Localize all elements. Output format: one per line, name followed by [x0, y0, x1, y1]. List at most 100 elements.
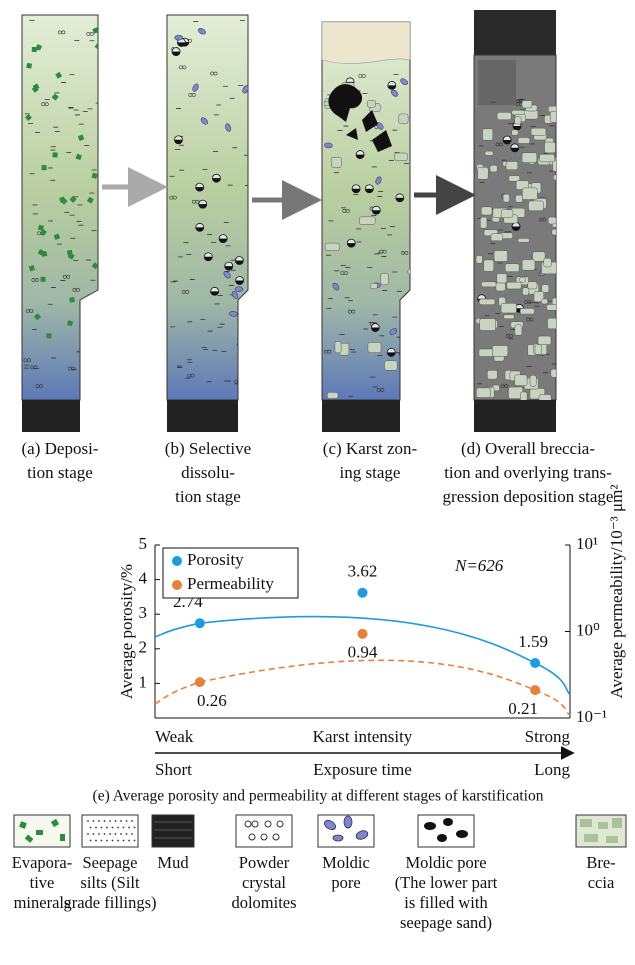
texture	[395, 153, 408, 161]
x-axis-label: Karst intensity	[313, 727, 413, 746]
x-axis-label: Strong	[525, 727, 571, 746]
texture	[120, 820, 122, 822]
data-point	[530, 658, 540, 668]
texture	[399, 114, 408, 124]
legend-item-label: crystal	[242, 873, 286, 892]
legend-item-label: Seepage	[83, 853, 138, 872]
texture	[368, 342, 381, 352]
legend-item-label: seepage sand)	[400, 913, 492, 932]
caption: (e) Average porosity and permeability at…	[93, 788, 544, 805]
texture	[515, 375, 527, 386]
texture	[535, 345, 542, 355]
y-tick-label: 1	[139, 672, 148, 691]
texture	[545, 142, 556, 153]
texture	[476, 256, 482, 264]
stage-label: gression deposition stage	[443, 487, 614, 506]
texture	[507, 282, 521, 289]
texture	[548, 106, 563, 112]
texture	[87, 820, 89, 822]
texture	[515, 117, 521, 124]
curve-tail	[155, 623, 200, 637]
texture	[87, 833, 89, 835]
texture	[90, 827, 92, 829]
texture	[483, 129, 493, 140]
texture	[244, 379, 247, 382]
texture	[112, 840, 114, 842]
texture	[408, 269, 421, 274]
texture	[46, 333, 51, 338]
texture	[478, 167, 489, 179]
curve-tail	[535, 663, 570, 695]
texture	[131, 833, 133, 835]
y2-axis-title: Average permeability/10⁻³ μm²	[607, 485, 626, 699]
texture	[367, 100, 375, 107]
y-tick-label: 5	[139, 534, 148, 553]
texture	[128, 840, 130, 842]
x-axis-label: Exposure time	[313, 760, 412, 779]
texture	[479, 299, 495, 305]
texture	[52, 152, 57, 157]
stage-label: tion stage	[27, 463, 93, 482]
texture	[484, 260, 494, 272]
texture	[494, 251, 507, 262]
y2-tick-label: 10⁰	[576, 620, 600, 639]
texture	[327, 392, 338, 398]
texture	[331, 157, 341, 167]
legend-item-label: pore	[331, 873, 360, 892]
texture	[134, 827, 136, 829]
texture	[112, 827, 114, 829]
texture	[128, 827, 130, 829]
texture	[359, 217, 375, 225]
data-point	[530, 685, 540, 695]
legend-item-label: dolomites	[231, 893, 296, 912]
stage-label: tion stage	[175, 487, 241, 506]
y-tick-label: 3	[139, 603, 148, 622]
data-point	[195, 677, 205, 687]
texture	[115, 833, 117, 835]
texture	[90, 840, 92, 842]
stage-label: tion and overlying trans-	[444, 463, 612, 482]
texture	[547, 304, 562, 310]
texture	[381, 273, 389, 284]
texture	[384, 361, 397, 370]
texture	[544, 258, 552, 267]
texture	[553, 175, 568, 180]
value-label: 0.21	[508, 699, 538, 718]
y-tick-label: 2	[139, 638, 148, 657]
stage-label: (a) Deposi-	[22, 439, 99, 458]
texture	[531, 128, 546, 135]
data-point	[358, 629, 368, 639]
legend-item-label: Bre-	[586, 853, 615, 872]
x-axis-label: Weak	[155, 727, 194, 746]
stage-label: (d) Overall breccia-	[461, 439, 595, 458]
texture	[505, 264, 519, 272]
texture	[123, 840, 125, 842]
texture	[480, 319, 496, 331]
texture	[518, 138, 530, 144]
texture	[548, 318, 561, 329]
texture	[106, 827, 108, 829]
texture	[476, 388, 490, 398]
texture	[104, 833, 106, 835]
texture	[89, 308, 96, 315]
texture	[520, 308, 534, 314]
stage-c-column	[322, 22, 421, 432]
texture	[518, 238, 530, 242]
texture	[487, 370, 497, 379]
annotation: N=626	[454, 556, 504, 575]
texture	[325, 243, 339, 250]
x-axis-label: Short	[155, 760, 192, 779]
legend-item-label: minerals	[14, 893, 71, 912]
texture	[131, 820, 133, 822]
texture	[104, 820, 106, 822]
legend-item-label: silts (Silt	[80, 873, 140, 892]
texture	[542, 299, 548, 304]
texture	[512, 130, 518, 135]
texture	[497, 112, 511, 119]
stage-b-column	[167, 15, 250, 432]
y-tick-label: 4	[139, 569, 148, 588]
stage-a-column	[22, 15, 102, 432]
value-label: 1.59	[518, 632, 548, 651]
texture	[491, 234, 503, 241]
texture	[528, 201, 543, 211]
